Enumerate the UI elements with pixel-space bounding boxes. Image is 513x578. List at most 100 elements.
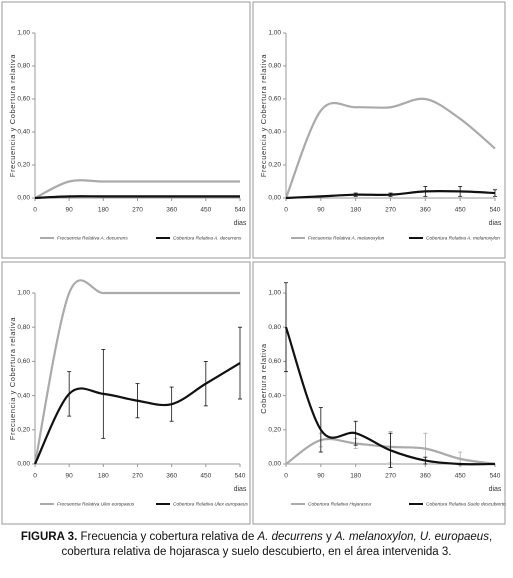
x-tick-label: 450 — [200, 207, 211, 214]
panel: 0,00 0,20 0,40 0,60 0,80 1,00 0 90 180 270 360 450 5… — [1, 1, 251, 259]
y-tick-label: 0,60 — [17, 96, 30, 103]
y-tick-label: 0,60 — [268, 96, 281, 103]
y-tick-label: 1,00 — [268, 290, 281, 297]
legend-label: Frecuencia Relativa Ulex europaeus — [57, 501, 135, 507]
error-bar — [238, 326, 242, 400]
error-bar — [318, 407, 323, 453]
caption-label: FIGURA 3. — [20, 531, 78, 543]
x-tick-label: 270 — [132, 207, 143, 214]
y-tick-label: 0,00 — [17, 461, 30, 468]
legend-label: Frecuencia Relativa A. decurrens — [57, 235, 128, 241]
x-tick-label: 180 — [98, 473, 109, 480]
y-axis-label: Cobertura relativa — [259, 343, 268, 414]
x-tick-label: 450 — [200, 473, 211, 480]
caption-text: y — [322, 531, 335, 543]
y-tick-label: 0,20 — [268, 427, 281, 434]
x-tick-label: 270 — [132, 473, 143, 480]
y-tick-label: 1,00 — [17, 290, 30, 297]
y-tick-label: 0,80 — [268, 324, 281, 331]
x-tick-label: 180 — [98, 207, 109, 214]
caption: FIGURA 3. Frecuencia y cobertura relativ… — [20, 530, 493, 560]
series-line — [33, 279, 240, 465]
panel: 0,00 0,20 0,40 0,60 0,80 1,00 0 90 180 270 360 450 5… — [252, 261, 506, 525]
y-tick-label: 0,20 — [17, 162, 30, 169]
y-tick-label: 0,40 — [17, 129, 30, 136]
x-axis-label: dias — [489, 486, 502, 493]
x-tick-label: 360 — [420, 207, 431, 214]
y-axis-label: Frecuencia y Cobertura relativa — [259, 54, 268, 177]
y-tick-label: 0,80 — [17, 63, 30, 70]
legend-label: Cobertura Relativa Ulex europaeus — [173, 501, 249, 507]
x-tick-label: 90 — [66, 473, 74, 480]
y-tick-label: 0,00 — [17, 195, 30, 202]
y-tick-label: 0,60 — [17, 358, 30, 365]
error-bar — [423, 456, 428, 465]
x-tick-label: 270 — [385, 207, 396, 214]
x-tick-label: 450 — [455, 207, 466, 214]
x-tick-label: 360 — [166, 473, 177, 480]
series-line — [284, 97, 496, 199]
legend-label: Cobertura Relativa A. decurrens — [173, 235, 242, 241]
y-tick-label: 0,20 — [17, 427, 30, 434]
caption-text: Frecuencia y cobertura relativa de — [77, 531, 258, 543]
x-tick-label: 90 — [317, 473, 325, 480]
error-bar — [353, 420, 358, 446]
caption-text: , cobertura relativa de hojarasca y suel… — [61, 531, 493, 558]
error-bar — [284, 282, 288, 373]
y-tick-label: 0,00 — [268, 461, 281, 468]
y-tick-label: 1,00 — [17, 30, 30, 37]
error-bar — [458, 186, 463, 197]
panel-border — [1, 261, 251, 525]
x-tick-label: 90 — [66, 207, 74, 214]
x-tick-label: 0 — [284, 473, 288, 480]
x-axis-label: dias — [234, 220, 247, 227]
error-bar — [388, 192, 393, 197]
x-tick-label: 180 — [350, 473, 361, 480]
y-tick-label: 0,00 — [268, 195, 281, 202]
y-axis-label: Frecuencia y Cobertura relativa — [8, 317, 17, 440]
error-bar — [423, 186, 428, 197]
y-axis-label: Frecuencia y Cobertura relativa — [8, 54, 17, 177]
x-tick-label: 180 — [350, 207, 361, 214]
error-bar — [169, 386, 174, 422]
panel: 0,00 0,20 0,40 0,60 0,80 1,00 0 90 180 270 360 450 5… — [1, 261, 251, 525]
y-tick-label: 0,80 — [268, 63, 281, 70]
y-tick-label: 1,00 — [268, 30, 281, 37]
series-line — [34, 195, 240, 200]
panel-border — [1, 1, 251, 259]
y-tick-label: 0,40 — [268, 392, 281, 399]
series-line — [284, 326, 496, 466]
x-tick-label: 270 — [385, 473, 396, 480]
x-tick-label: 0 — [33, 473, 37, 480]
error-bar — [353, 192, 358, 197]
x-tick-label: 540 — [490, 207, 501, 214]
x-axis-label: dias — [489, 220, 502, 227]
y-tick-label: 0,20 — [268, 162, 281, 169]
x-tick-label: 450 — [455, 473, 466, 480]
x-tick-label: 360 — [420, 473, 431, 480]
y-tick-label: 0,40 — [268, 129, 281, 136]
x-tick-label: 0 — [33, 207, 37, 214]
error-bar — [135, 383, 140, 419]
x-tick-label: 90 — [317, 207, 325, 214]
x-tick-label: 540 — [235, 207, 246, 214]
y-tick-label: 0,60 — [268, 358, 281, 365]
series-line — [34, 179, 240, 199]
caption-species: A. melanoxylon, U. europaeus — [334, 531, 489, 543]
x-tick-label: 360 — [166, 207, 177, 214]
x-tick-label: 0 — [284, 207, 288, 214]
y-tick-label: 0,80 — [17, 324, 30, 331]
error-bar — [493, 189, 497, 197]
legend-label: Cobertura Relativa Suelo descubierto — [426, 501, 506, 507]
error-bar — [388, 432, 393, 468]
y-tick-label: 0,40 — [17, 392, 30, 399]
legend-label: Frecuencia Relativa A. melanoxylon — [308, 235, 385, 241]
error-bar — [203, 360, 208, 407]
x-tick-label: 540 — [235, 473, 246, 480]
x-axis-label: dias — [234, 486, 247, 493]
panel-border — [252, 1, 506, 259]
x-tick-label: 540 — [490, 473, 501, 480]
figure: 0,00 0,20 0,40 0,60 0,80 1,00 0 90 180 270 360 450 5… — [1, 1, 506, 525]
error-bar — [67, 371, 72, 417]
panel-border — [252, 261, 506, 525]
